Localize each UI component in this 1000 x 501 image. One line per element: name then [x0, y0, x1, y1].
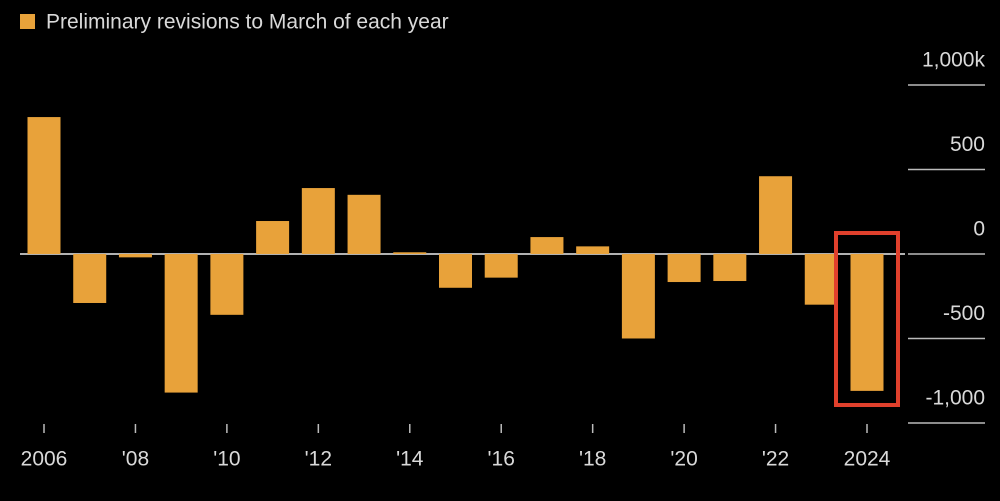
- x-tick-label: '22: [762, 448, 789, 471]
- y-tick-label: 1,000k: [922, 49, 986, 72]
- highlight-box: [834, 231, 900, 407]
- bar: [301, 188, 335, 254]
- bar: [439, 253, 472, 288]
- bar: [484, 253, 518, 278]
- bar: [347, 194, 381, 254]
- bar: [393, 252, 427, 254]
- bar: [621, 253, 655, 339]
- bar: [256, 221, 290, 254]
- x-tick-label: 2006: [21, 448, 68, 471]
- legend-label: Preliminary revisions to March of each y…: [46, 11, 449, 34]
- y-tick-label: -1,000: [925, 387, 985, 410]
- bar: [73, 253, 107, 303]
- bar: [713, 253, 747, 282]
- x-tick-label: 2024: [844, 448, 891, 471]
- bar: [759, 176, 793, 254]
- x-tick-label: '16: [488, 448, 515, 471]
- x-tick-label: '08: [122, 448, 149, 471]
- legend-swatch: [20, 14, 35, 29]
- x-tick-label: '14: [396, 448, 424, 471]
- y-tick-label: 500: [950, 133, 985, 156]
- y-tick-label: -500: [943, 302, 985, 325]
- x-tick-label: '20: [670, 448, 697, 471]
- bar: [530, 237, 564, 254]
- y-tick-label: 0: [973, 218, 985, 241]
- bar: [804, 253, 838, 305]
- x-tick-label: '10: [213, 448, 240, 471]
- bar: [850, 253, 884, 391]
- bar: [576, 246, 610, 254]
- bar: [118, 253, 152, 258]
- x-tick-label: '18: [579, 448, 606, 471]
- bar: [210, 253, 244, 315]
- bar: [667, 253, 701, 283]
- x-tick-label: '12: [305, 448, 332, 471]
- bar: [27, 117, 61, 254]
- bar: [164, 253, 198, 393]
